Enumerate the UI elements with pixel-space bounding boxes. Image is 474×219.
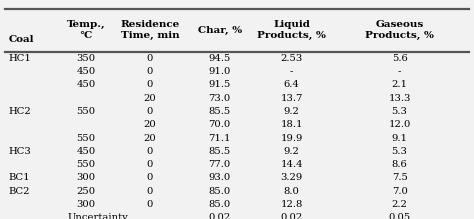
Text: 0: 0 bbox=[147, 200, 153, 209]
Text: -: - bbox=[290, 67, 293, 76]
Text: 450: 450 bbox=[76, 80, 96, 89]
Text: 20: 20 bbox=[144, 94, 156, 103]
Text: 85.0: 85.0 bbox=[209, 187, 231, 196]
Text: 12.0: 12.0 bbox=[388, 120, 411, 129]
Text: 91.5: 91.5 bbox=[209, 80, 231, 89]
Text: 94.5: 94.5 bbox=[209, 54, 231, 63]
Text: 0: 0 bbox=[147, 187, 153, 196]
Text: 6.4: 6.4 bbox=[283, 80, 300, 89]
Text: 71.1: 71.1 bbox=[209, 134, 231, 143]
Text: Liquid
Products, %: Liquid Products, % bbox=[257, 20, 326, 40]
Text: 2.1: 2.1 bbox=[392, 80, 408, 89]
Text: 7.0: 7.0 bbox=[392, 187, 408, 196]
Text: 450: 450 bbox=[76, 147, 96, 156]
Text: 9.2: 9.2 bbox=[283, 107, 300, 116]
Text: 250: 250 bbox=[76, 187, 96, 196]
Text: 93.0: 93.0 bbox=[209, 173, 231, 182]
Text: 73.0: 73.0 bbox=[209, 94, 231, 103]
Text: Temp.,
°C: Temp., °C bbox=[67, 20, 105, 40]
Text: HC3: HC3 bbox=[9, 147, 31, 156]
Text: 3.29: 3.29 bbox=[281, 173, 303, 182]
Text: -: - bbox=[398, 67, 401, 76]
Text: Char, %: Char, % bbox=[198, 26, 242, 35]
Text: 0: 0 bbox=[147, 173, 153, 182]
Text: 14.4: 14.4 bbox=[280, 160, 303, 169]
Text: 2.2: 2.2 bbox=[392, 200, 408, 209]
Text: 9.1: 9.1 bbox=[392, 134, 408, 143]
Text: 0: 0 bbox=[147, 67, 153, 76]
Text: 85.5: 85.5 bbox=[209, 147, 231, 156]
Text: HC1: HC1 bbox=[9, 54, 31, 63]
Text: 20: 20 bbox=[144, 134, 156, 143]
Text: 85.0: 85.0 bbox=[209, 200, 231, 209]
Text: HC2: HC2 bbox=[9, 107, 31, 116]
Text: 0.02: 0.02 bbox=[209, 213, 231, 219]
Text: 300: 300 bbox=[76, 173, 96, 182]
Text: 70.0: 70.0 bbox=[209, 120, 231, 129]
Text: 85.5: 85.5 bbox=[209, 107, 231, 116]
Text: Coal: Coal bbox=[9, 35, 34, 44]
Text: 77.0: 77.0 bbox=[209, 160, 231, 169]
Text: 9.2: 9.2 bbox=[283, 147, 300, 156]
Text: 450: 450 bbox=[76, 67, 96, 76]
Text: BC2: BC2 bbox=[9, 187, 30, 196]
Text: 0: 0 bbox=[147, 160, 153, 169]
Text: 0: 0 bbox=[147, 147, 153, 156]
Text: 0: 0 bbox=[147, 54, 153, 63]
Text: 13.3: 13.3 bbox=[388, 94, 411, 103]
Text: 550: 550 bbox=[76, 134, 96, 143]
Text: 91.0: 91.0 bbox=[209, 67, 231, 76]
Text: 0.02: 0.02 bbox=[281, 213, 303, 219]
Text: 20: 20 bbox=[144, 120, 156, 129]
Text: 5.6: 5.6 bbox=[392, 54, 408, 63]
Text: BC1: BC1 bbox=[9, 173, 30, 182]
Text: 12.8: 12.8 bbox=[281, 200, 303, 209]
Text: 550: 550 bbox=[76, 160, 96, 169]
Text: 0: 0 bbox=[147, 107, 153, 116]
Text: 19.9: 19.9 bbox=[281, 134, 303, 143]
Text: 0.05: 0.05 bbox=[389, 213, 410, 219]
Text: Residence
Time, min: Residence Time, min bbox=[120, 20, 180, 40]
Text: Uncertainty: Uncertainty bbox=[67, 213, 128, 219]
Text: 18.1: 18.1 bbox=[280, 120, 303, 129]
Text: 2.53: 2.53 bbox=[281, 54, 303, 63]
Text: Gaseous
Products, %: Gaseous Products, % bbox=[365, 20, 434, 40]
Text: 550: 550 bbox=[76, 107, 96, 116]
Text: 7.5: 7.5 bbox=[392, 173, 408, 182]
Text: 13.7: 13.7 bbox=[281, 94, 303, 103]
Text: 8.0: 8.0 bbox=[283, 187, 300, 196]
Text: 350: 350 bbox=[76, 54, 96, 63]
Text: 0: 0 bbox=[147, 80, 153, 89]
Text: 5.3: 5.3 bbox=[392, 107, 408, 116]
Text: 300: 300 bbox=[76, 200, 96, 209]
Text: 5.3: 5.3 bbox=[392, 147, 408, 156]
Text: 8.6: 8.6 bbox=[392, 160, 408, 169]
